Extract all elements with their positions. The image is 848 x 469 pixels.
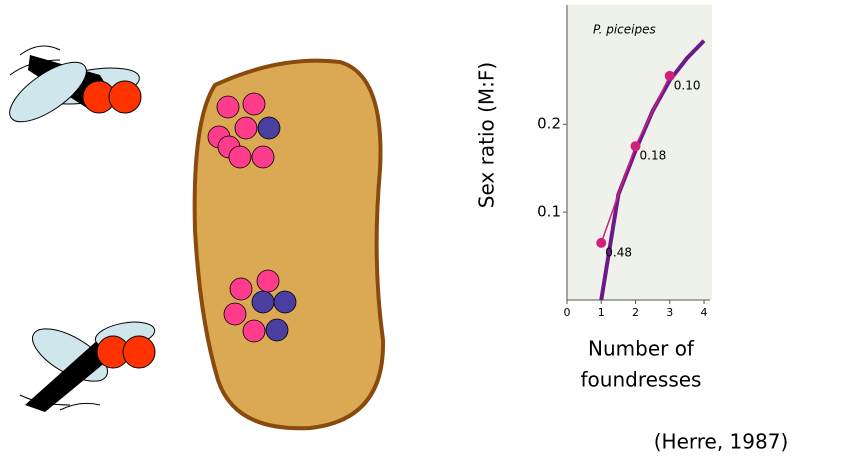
y-tick-label: 0.1	[537, 203, 561, 221]
x-axis-label: foundresses	[581, 368, 702, 392]
point-label: 0.18	[640, 149, 667, 163]
x-tick-label: 4	[701, 306, 708, 319]
point-label: 0.10	[674, 78, 701, 92]
chart-title: P. piceipes	[593, 23, 656, 37]
source: (Herre, 1987)	[654, 430, 789, 454]
x-tick-label: 2	[632, 306, 639, 319]
x-axis-label: Number of	[588, 337, 695, 361]
wasp-illustration	[20, 318, 157, 412]
x-tick-label: 0	[564, 306, 571, 319]
y-axis-label: Sex ratio (M:F)	[475, 62, 499, 208]
wasp-illustration	[1, 46, 142, 133]
point-label: 0.48	[605, 245, 632, 259]
y-tick-label: 0.2	[537, 115, 561, 133]
x-tick-label: 1	[598, 306, 605, 319]
x-tick-label: 3	[666, 306, 673, 319]
slide: P. piceipes Sex ratio (M:F) Number of fo…	[0, 0, 848, 469]
